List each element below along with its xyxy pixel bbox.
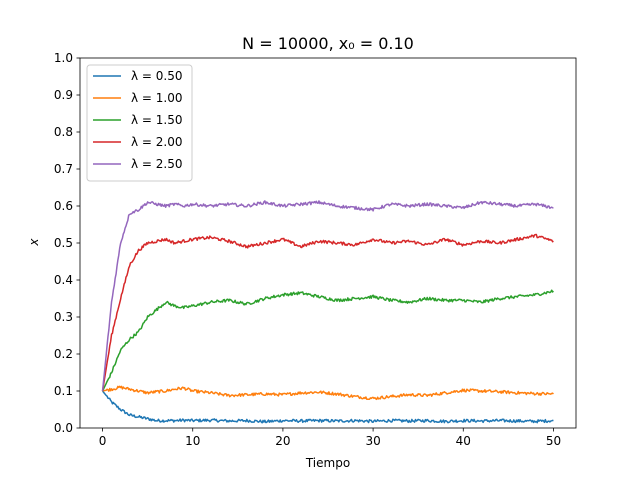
- x-tick-label: 50: [546, 434, 561, 448]
- series-line-2: [102, 385, 554, 401]
- series-line-4: [101, 233, 554, 392]
- y-tick-label: 0.7: [54, 162, 73, 176]
- series-line-1: [101, 390, 554, 424]
- series-line-3: [101, 289, 554, 392]
- x-tick-label: 30: [365, 434, 380, 448]
- chart-title: N = 10000, x₀ = 0.10: [242, 34, 414, 53]
- x-axis: 0 10 20 30 40 50: [99, 428, 561, 448]
- legend-label: λ = 1.00: [131, 91, 183, 105]
- legend-box: [86, 64, 193, 182]
- y-tick-label: 0.2: [54, 347, 73, 361]
- series-line-5: [101, 200, 554, 392]
- legend-label: λ = 1.50: [131, 113, 183, 127]
- legend-label: λ = 0.50: [131, 69, 183, 83]
- y-tick-label: 0.3: [54, 310, 73, 324]
- x-axis-label: Tiempo: [305, 456, 350, 470]
- legend: λ = 0.50 λ = 1.00 λ = 1.50 λ = 2.00 λ = 2.50: [86, 64, 193, 182]
- x-tick-label: 20: [275, 434, 290, 448]
- legend-label: λ = 2.00: [131, 135, 183, 149]
- y-axis: 0.0 0.1 0.2 0.3 0.4 0.5 0.6 0.7 0.8 0.9 1.0: [54, 51, 80, 435]
- y-axis-label: x: [27, 238, 41, 247]
- y-tick-label: 0.1: [54, 384, 73, 398]
- x-tick-label: 0: [99, 434, 107, 448]
- y-tick-label: 0.4: [54, 273, 73, 287]
- x-tick-label: 10: [185, 434, 200, 448]
- legend-label: λ = 2.50: [131, 157, 183, 171]
- y-tick-label: 0.5: [54, 236, 73, 250]
- y-tick-label: 1.0: [54, 51, 73, 65]
- y-tick-label: 0.6: [54, 199, 73, 213]
- y-tick-label: 0.9: [54, 88, 73, 102]
- y-tick-label: 0.8: [54, 125, 73, 139]
- y-tick-label: 0.0: [54, 421, 73, 435]
- x-tick-label: 40: [456, 434, 471, 448]
